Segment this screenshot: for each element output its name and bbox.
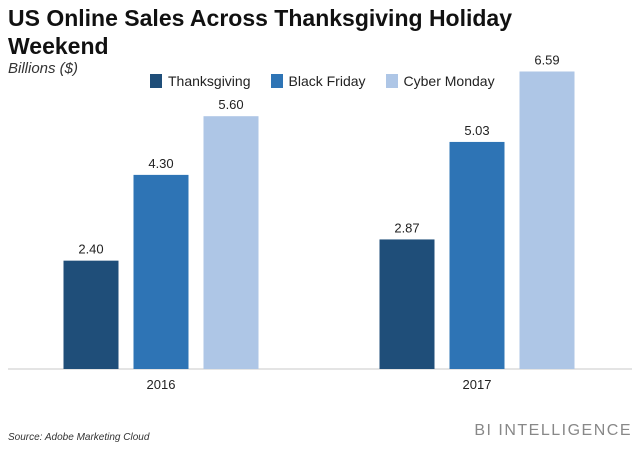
bar-2016-thanksgiving xyxy=(63,260,119,369)
legend: Thanksgiving Black Friday Cyber Monday xyxy=(150,72,495,90)
legend-swatch xyxy=(150,74,162,88)
data-label: 2.87 xyxy=(394,220,419,235)
legend-item-1: Black Friday xyxy=(270,73,366,89)
legend-item-2: Cyber Monday xyxy=(385,73,495,89)
legend-label: Cyber Monday xyxy=(403,73,495,89)
chart-title: US Online Sales Across Thanksgiving Holi… xyxy=(8,5,513,59)
x-tick-label: 2017 xyxy=(463,377,492,392)
bar-2016-cyber-monday xyxy=(203,116,259,369)
brand-logo: BI INTELLIGENCE xyxy=(474,422,632,439)
unit-label: Billions ($) xyxy=(8,60,79,77)
source-note: Source: Adobe Marketing Cloud xyxy=(8,432,150,443)
bar-2017-thanksgiving xyxy=(379,239,435,369)
data-label: 6.59 xyxy=(534,53,559,68)
legend-item-0: Thanksgiving xyxy=(150,73,251,89)
legend-swatch xyxy=(270,74,283,88)
data-label: 5.60 xyxy=(218,97,243,112)
bar-2017-black-friday xyxy=(449,141,505,369)
bar-2017-cyber-monday xyxy=(519,71,575,369)
legend-swatch xyxy=(385,74,398,88)
x-tick-label: 2016 xyxy=(147,377,176,392)
data-label: 2.40 xyxy=(78,242,103,257)
legend-label: Black Friday xyxy=(288,73,366,89)
legend-label: Thanksgiving xyxy=(168,73,251,89)
bar-2016-black-friday xyxy=(133,174,189,369)
data-label: 5.03 xyxy=(464,123,489,138)
data-label: 4.30 xyxy=(148,156,173,171)
